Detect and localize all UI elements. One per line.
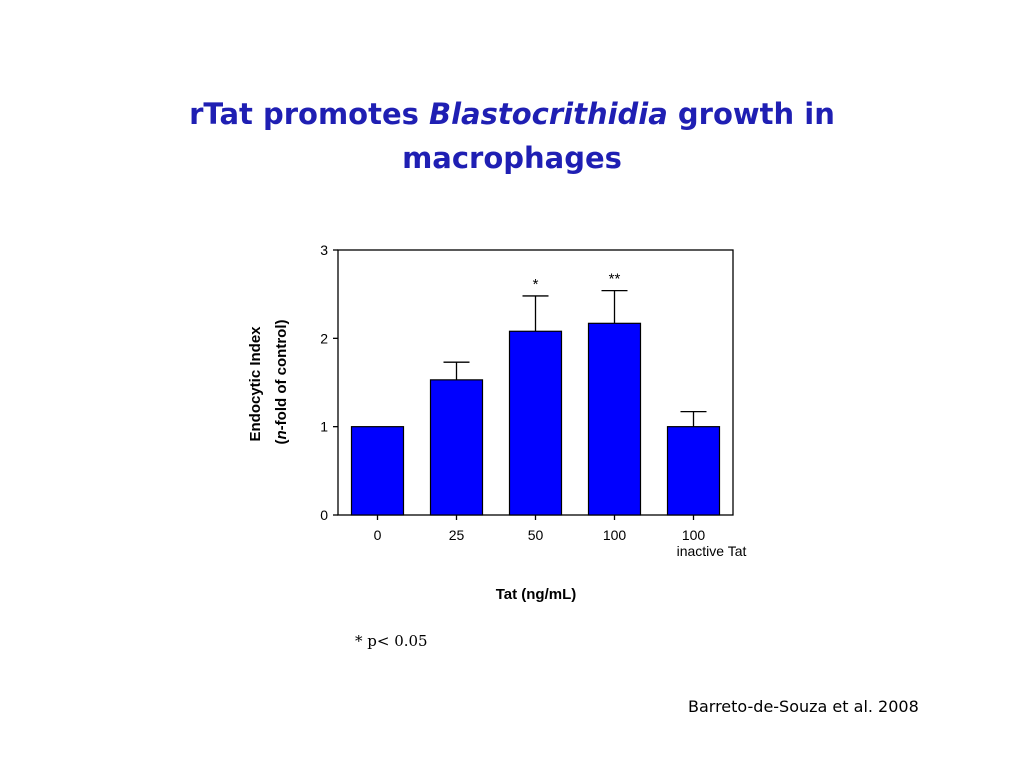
y-label-italic: n [273, 430, 290, 439]
x-tick-label: 100 [682, 527, 706, 543]
x-tick-label: 0 [374, 527, 382, 543]
bar [666, 426, 721, 516]
significance-marker: ** [609, 271, 621, 288]
citation: Barreto-de-Souza et al. 2008 [688, 697, 919, 716]
slide-title: rTat promotes Blastocrithidia growth in … [0, 92, 1024, 180]
chart-bars [350, 289, 721, 516]
title-line-2: macrophages [402, 141, 622, 175]
bar [587, 322, 642, 516]
x-tick-sublabel: inactive Tat [677, 543, 747, 559]
x-tick-label: 25 [449, 527, 465, 543]
title-text-2: growth in [667, 97, 835, 131]
title-text-1: rTat promotes [189, 97, 429, 131]
significance-footnote: * p< 0.05 [355, 632, 428, 650]
y-tick-label: 2 [320, 330, 328, 346]
x-tick-label: 100 [603, 527, 627, 543]
bar [508, 330, 563, 516]
title-italic: Blastocrithidia [429, 97, 668, 131]
y-tick-label: 0 [320, 507, 328, 523]
y-tick-label: 3 [320, 242, 328, 258]
x-axis-label: Tat (ng/mL) [496, 586, 577, 603]
title-line-1: rTat promotes Blastocrithidia growth in [0, 92, 1024, 136]
x-tick-label: 50 [528, 527, 544, 543]
y-label-rest: -fold of control) [273, 320, 290, 431]
y-axis-label-line2: (n-fold of control) [273, 320, 290, 445]
bar [429, 379, 484, 516]
bar [350, 426, 405, 516]
y-axis-label-line1: Endocytic Index [247, 326, 264, 442]
y-label-paren: ( [273, 439, 290, 444]
y-tick-label: 1 [320, 419, 328, 435]
significance-marker: * [533, 276, 539, 293]
